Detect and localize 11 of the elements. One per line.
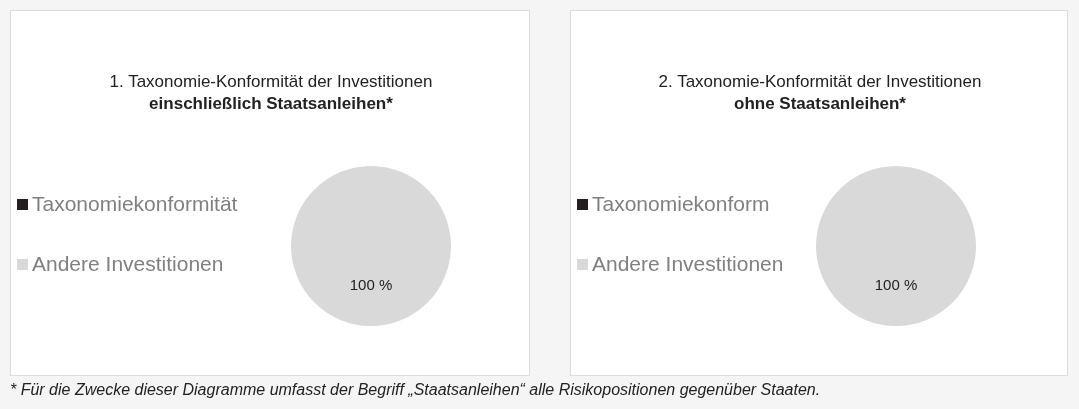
text: * Für die Zwecke dieser Diagramme umfasst der Begriff „Staatsanleihen“ alle Risikopositionen gegenüber Staaten. (10, 381, 821, 399)
legend-label: Andere Investitionen (32, 252, 224, 276)
chart-subtitle: ohne Staatsanleihen* (734, 94, 906, 113)
chart-title: 2. Taxonomie-Konformität der Investitionen (658, 72, 982, 91)
legend-label: Andere Investitionen (592, 252, 784, 276)
chart-title: 1. Taxonomie-Konformität der Investitionen (109, 72, 433, 91)
legend-label: Taxonomiekonform (592, 192, 770, 216)
data-label: 100 % (874, 276, 918, 294)
data-label: 100 % (349, 276, 393, 294)
legend-label: Taxonomiekonformität (32, 192, 238, 216)
chart-subtitle: einschließlich Staatsanleihen* (149, 94, 393, 113)
